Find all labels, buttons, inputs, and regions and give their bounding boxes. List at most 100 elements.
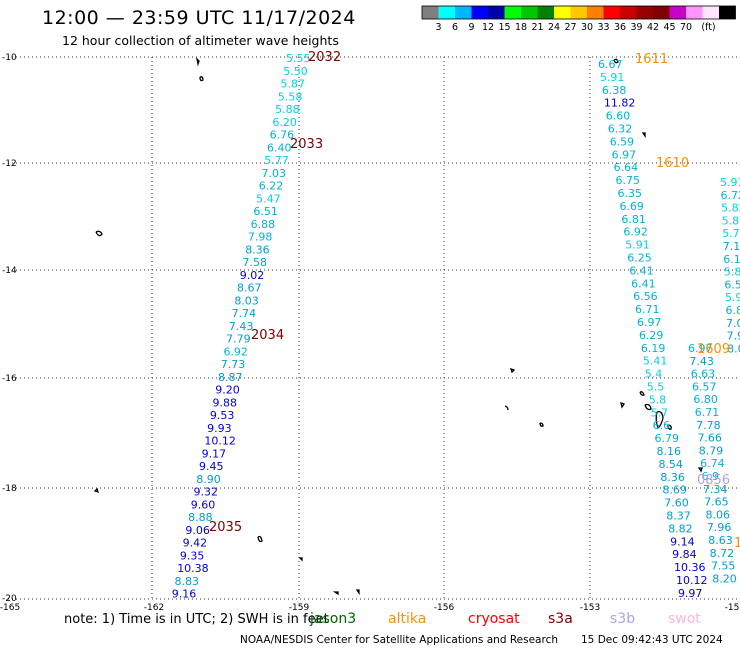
x-tick-label: -156 [434, 603, 455, 613]
wave-height-value: 7.79 [226, 333, 251, 346]
wave-height-value: 6.25 [627, 252, 652, 265]
wave-height-value: 6.9 [702, 470, 720, 483]
island [620, 402, 626, 409]
wave-height-value: 7.98 [248, 231, 272, 244]
scale-unit-label: (ft) [701, 22, 715, 33]
scale-tick-label: 3 [435, 22, 441, 33]
wave-height-value: 6.88 [251, 218, 276, 231]
pass-time-label: 1 [734, 536, 740, 551]
island [613, 58, 619, 64]
wave-height-value: 7.96 [707, 521, 732, 534]
y-tick-label: -10 [2, 53, 17, 63]
scale-swatch [570, 6, 587, 19]
wave-height-value: 6.97 [637, 316, 662, 329]
wave-height-value: 6.13 [723, 253, 740, 266]
island [257, 535, 263, 543]
scale-tick-label: 30 [581, 22, 593, 33]
wave-height-value: 9.53 [210, 409, 235, 422]
footnote: note: 1) Time is in UTC; 2) SWH is in fe… [64, 612, 329, 627]
wave-height-value: 6.92 [623, 226, 648, 239]
wave-height-value: 10.38 [177, 562, 209, 575]
scale-tick-label: 21 [531, 22, 543, 33]
wave-height-value: 8.82 [668, 522, 693, 535]
wave-height-value: 6.32 [608, 123, 633, 136]
scale-tick-label: 9 [468, 22, 474, 33]
scale-swatch [504, 6, 521, 19]
wave-height-value: 9.06 [185, 524, 210, 537]
scale-tick-label: 42 [647, 22, 659, 33]
scale-tick-label: 33 [597, 22, 609, 33]
island [667, 424, 672, 430]
wave-height-value: 7.66 [697, 432, 722, 445]
wave-height-value: 5.77 [264, 154, 289, 167]
wave-height-value: 5.4 [645, 368, 663, 381]
wave-height-value: 6.69 [619, 200, 644, 213]
pass-time-label: 0856 [697, 473, 730, 488]
pass-time-label: 2033 [290, 137, 323, 152]
wave-height-value: 6.20 [272, 116, 297, 129]
wave-height-value: 6.22 [259, 180, 284, 193]
color-scale: 3 6 9 12 15 18 21 24 27 30 33 36 39 42 45 70 (ft) [421, 5, 736, 33]
wave-height-value: 6.41 [629, 264, 654, 277]
wave-height-value: 5.73 [722, 227, 740, 240]
wave-height-value: 5.7 [651, 406, 669, 419]
scale-swatch [636, 6, 653, 19]
wave-height-value: 6.57 [692, 380, 717, 393]
wave-height-value: 10.12 [676, 574, 708, 587]
scale-swatch [438, 6, 455, 19]
x-tick-label: -153 [580, 603, 600, 613]
wave-height-value: 5.55 [286, 52, 311, 65]
wave-height-value: 8.69 [662, 484, 687, 497]
scale-swatch [488, 6, 505, 19]
wave-height-value: 5.91 [720, 176, 740, 189]
wave-height-value: 9.45 [199, 460, 224, 473]
scale-tick-label: 18 [515, 22, 527, 33]
island [655, 410, 664, 429]
wave-height-value: 9.93 [207, 422, 232, 435]
wave-height-value: 8.37 [666, 510, 691, 523]
island [298, 557, 303, 562]
wave-height-value: 7.43 [229, 320, 254, 333]
legend-s3a: s3a [548, 611, 573, 627]
scale-swatch [603, 6, 620, 19]
wave-height-value: 7.43 [689, 355, 714, 368]
x-tick-label: -162 [144, 603, 164, 613]
island [332, 591, 339, 596]
wave-height-value: 6.85 [726, 304, 740, 317]
scale-swatch [653, 6, 670, 19]
wave-height-value: 8.16 [657, 445, 682, 458]
island [95, 230, 103, 237]
scale-swatch [422, 6, 439, 19]
wave-height-value: 6.58 [724, 278, 740, 291]
wave-height-value: 9.16 [172, 588, 197, 601]
pass-time-label: 1610 [656, 156, 689, 171]
y-tick-label: -20 [2, 594, 17, 604]
wave-height-value: 5.89 [722, 214, 740, 227]
scale-swatch [686, 6, 703, 19]
scale-swatch [669, 6, 686, 19]
wave-height-value: 5.91 [600, 71, 625, 84]
legend-altika: altika [388, 611, 427, 627]
scale-swatch [702, 6, 719, 19]
scale-tick-label: 39 [630, 22, 642, 33]
map-title: 12:00 — 23:59 UTC 11/17/2024 [42, 7, 356, 29]
wave-height-value: 8.90 [196, 473, 221, 486]
scale-swatch [471, 6, 488, 19]
x-tick-label: -165 [0, 603, 20, 613]
wave-height-value: 6.75 [616, 174, 641, 187]
wave-height-value: 7.92 [727, 330, 740, 343]
y-tick-label: -14 [2, 266, 17, 276]
scale-tick-label: 27 [564, 22, 576, 33]
island [355, 589, 360, 596]
axis-tick-labels: -165 -162 -159 -156 -153 -15 -10 -12 -14 -16 -18 -2… [0, 53, 739, 613]
scale-tick-label: 12 [482, 22, 494, 33]
wave-height-value: 9.42 [183, 537, 208, 550]
wave-height-value: 5.97 [725, 291, 740, 304]
wave-height-value: 7.65 [704, 496, 729, 509]
y-tick-label: -12 [2, 159, 17, 169]
scale-tick-label: 6 [452, 22, 458, 33]
wave-height-value: 5.87 [281, 78, 306, 91]
wave-height-value: 6.81 [621, 213, 646, 226]
scale-swatch [587, 6, 604, 19]
